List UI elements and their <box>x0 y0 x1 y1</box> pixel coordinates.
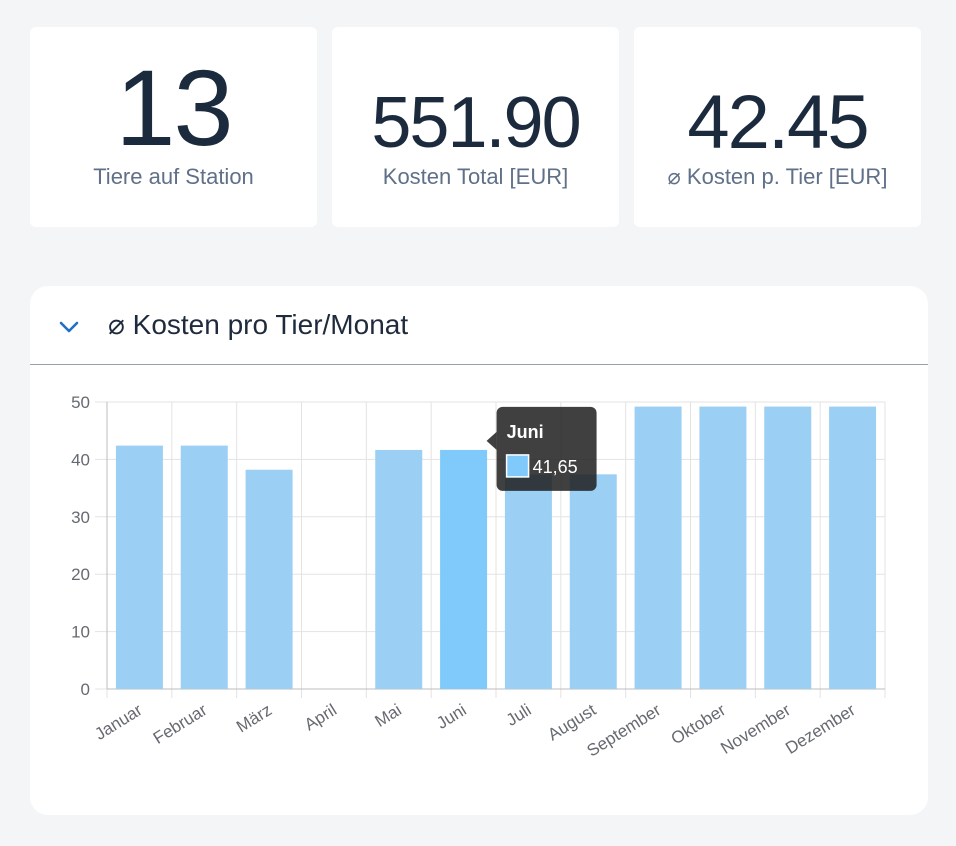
y-tick-label: 20 <box>71 565 90 584</box>
chart-panel-header[interactable]: ⌀ Kosten pro Tier/Monat <box>30 286 928 365</box>
tooltip-swatch <box>505 454 530 478</box>
y-tick-label: 10 <box>71 623 90 642</box>
x-tick-label: November <box>717 700 794 758</box>
bar-oktober <box>699 406 747 689</box>
stat-card-animals: 13 Tiere auf Station <box>30 27 317 227</box>
bar-september <box>634 406 682 689</box>
tooltip-title: Juni <box>507 422 544 442</box>
y-tick-label: 30 <box>71 508 90 527</box>
x-tick-label: Juli <box>503 700 535 730</box>
chevron-down-icon[interactable] <box>58 316 80 338</box>
stat-value-avg-cost: 42.45 <box>687 80 869 165</box>
x-tick-label: Dezember <box>782 700 859 758</box>
y-tick-label: 40 <box>71 450 90 469</box>
x-tick-label: April <box>301 700 340 734</box>
bar-juni <box>440 449 488 689</box>
x-tick-label: September <box>584 700 665 760</box>
x-tick-label: August <box>544 700 599 744</box>
y-tick-label: 0 <box>81 680 90 699</box>
stat-label-total-cost: Kosten Total [EUR] <box>382 164 569 189</box>
x-tick-label: Mai <box>372 700 405 731</box>
tooltip-value: 41,65 <box>533 457 578 477</box>
tooltip-caret <box>486 431 497 450</box>
bar-märz <box>245 469 293 689</box>
chart-panel-title: ⌀ Kosten pro Tier/Monat <box>108 309 409 340</box>
x-tick-label: März <box>233 700 275 736</box>
x-tick-label: Juni <box>433 700 470 733</box>
stat-value-total-cost: 551.90 <box>371 83 581 163</box>
bar-mai <box>375 449 423 689</box>
stat-card-avg-cost: 42.45 ⌀ Kosten p. Tier [EUR] <box>634 27 921 227</box>
stat-value-animals: 13 <box>115 47 233 168</box>
bar-dezember <box>829 406 877 689</box>
y-tick-label: 50 <box>71 393 90 412</box>
stat-label-avg-cost: ⌀ Kosten p. Tier [EUR] <box>667 164 888 189</box>
stat-label-animals: Tiere auf Station <box>93 164 254 189</box>
bar-chart: 0 10 20 30 40 50 Januar Februar März April Mai Juni… <box>71 393 886 760</box>
bar-juli <box>504 474 552 689</box>
bar-november <box>764 406 812 689</box>
x-tick-label: Januar <box>91 700 145 744</box>
x-tick-label: Februar <box>150 700 211 748</box>
bar-august <box>569 474 617 689</box>
bar-januar <box>115 445 163 689</box>
tooltip-box <box>496 406 597 491</box>
stat-card-total-cost: 551.90 Kosten Total [EUR] <box>332 27 619 227</box>
chart-panel: ⌀ Kosten pro Tier/Monat 0 10 20 30 40 50 Janua… <box>30 286 928 815</box>
bar-februar <box>180 445 228 689</box>
